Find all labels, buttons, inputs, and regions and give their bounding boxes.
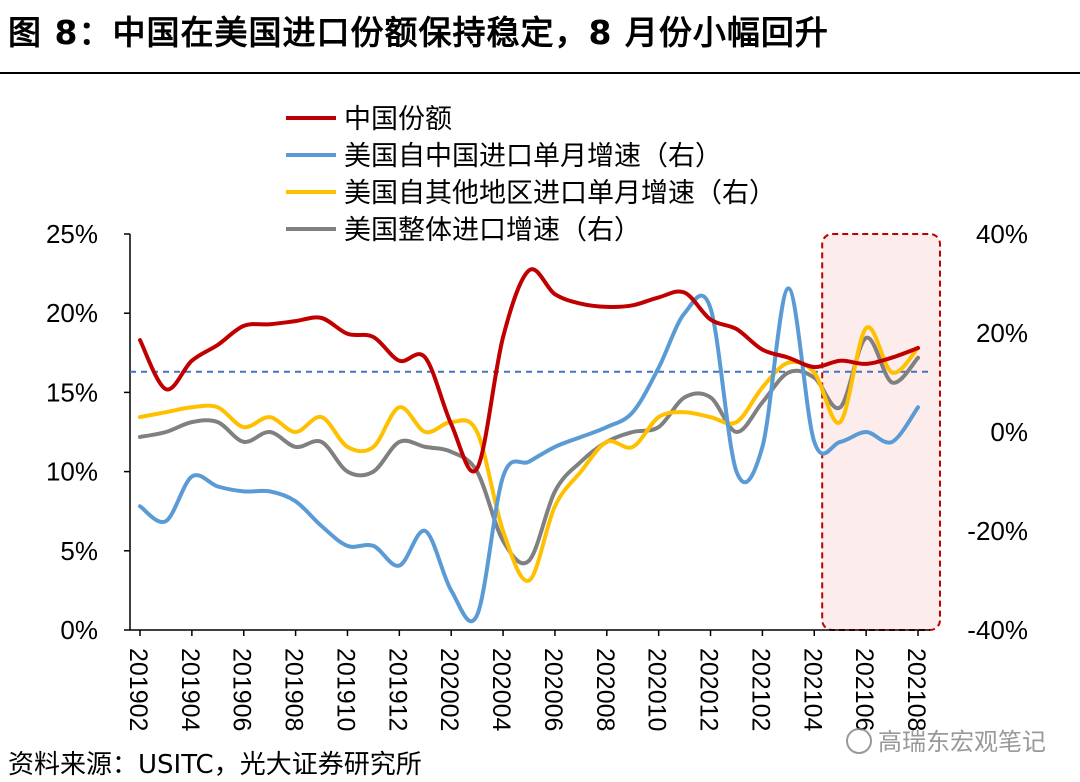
x-tick-label: 202004 [487, 648, 515, 732]
legend-label-us_total: 美国整体进口增速（右） [344, 215, 641, 246]
x-tick-label: 202104 [798, 648, 826, 732]
x-tick-label: 202010 [643, 648, 671, 731]
series-line-china_share [138, 267, 920, 474]
left-tick-label: 20% [46, 298, 98, 328]
x-tick-label: 202108 [902, 648, 930, 731]
right-tick-label: 0% [990, 417, 1028, 447]
right-tick-label: 20% [976, 318, 1028, 348]
x-tick-label: 201910 [331, 648, 359, 731]
legend-label-china_share: 中国份额 [344, 104, 452, 135]
x-tick-label: 202006 [539, 648, 567, 731]
x-tick-label: 202002 [435, 648, 463, 731]
series-line-us_from_china [138, 286, 920, 624]
watermark-text: 高瑞东宏观笔记 [878, 728, 1046, 756]
x-tick-label: 202008 [591, 648, 619, 731]
right-tick-label: -40% [967, 615, 1028, 645]
left-tick-label: 15% [46, 377, 98, 407]
left-tick-label: 10% [46, 457, 98, 487]
left-tick-label: 25% [46, 219, 98, 249]
series-line-us_total [138, 335, 920, 566]
right-tick-label: 40% [976, 219, 1028, 249]
x-tick-label: 201912 [383, 648, 411, 731]
wechat-icon [846, 728, 872, 754]
right-tick-label: -20% [967, 516, 1028, 546]
highlight-box [821, 233, 942, 631]
x-tick-label: 202012 [695, 648, 723, 731]
x-tick-label: 201902 [124, 648, 152, 731]
x-tick-label: 201904 [176, 648, 204, 732]
source-note: 资料来源：USITC，光大证券研究所 [8, 750, 422, 780]
watermark: 高瑞东宏观笔记 [846, 722, 1046, 757]
x-tick-label: 201908 [280, 648, 308, 731]
title-divider [0, 72, 1080, 74]
legend-label-us_from_china: 美国自中国进口单月增速（右） [344, 141, 722, 172]
x-tick-label: 202106 [850, 648, 878, 731]
x-tick-label: 202102 [746, 648, 774, 731]
legend-label-us_from_other: 美国自其他地区进口单月增速（右） [344, 178, 776, 209]
left-tick-label: 5% [60, 536, 98, 566]
x-tick-label: 201906 [228, 648, 256, 731]
left-tick-label: 0% [60, 615, 98, 645]
chart-title: 图 8：中国在美国进口份额保持稳定，8 月份小幅回升 [8, 13, 829, 52]
